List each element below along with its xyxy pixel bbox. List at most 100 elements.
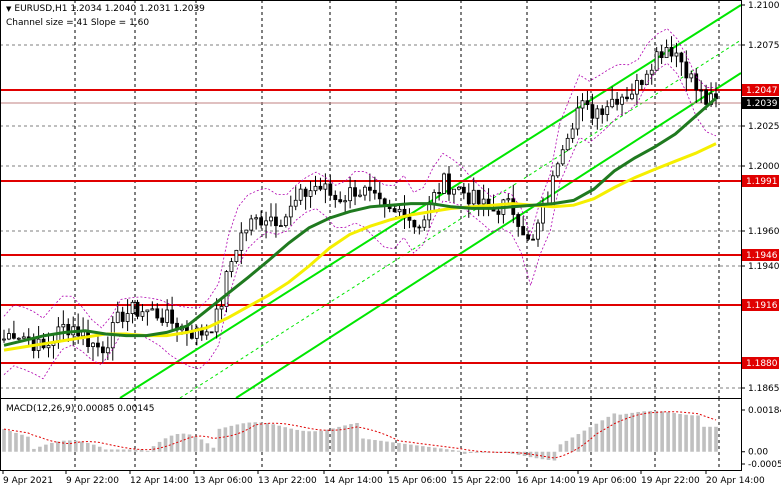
candle-body-112 (555, 163, 560, 177)
macd-bar-1 (8, 430, 12, 452)
level-label-0: 1.2047 (746, 86, 778, 96)
macd-bar-65 (391, 442, 395, 452)
level-label-2: 1.1946 (746, 251, 778, 261)
candle-body-102 (506, 198, 511, 201)
macd-bar-60 (361, 438, 365, 452)
candle-body-77 (382, 198, 387, 206)
macd-bar-77 (462, 451, 467, 454)
time-tick-label-4: 13 Apr 22:00 (258, 476, 317, 486)
channel-mid-line (179, 39, 742, 399)
macd-bar-55 (331, 428, 335, 452)
candle-body-70 (348, 187, 353, 202)
candle-body-133 (659, 51, 664, 59)
grid-lines (0, 0, 741, 470)
regression-channel (119, 4, 742, 399)
macd-bar-10 (62, 440, 66, 452)
macd-bar-113 (678, 413, 682, 452)
candle-body-142 (704, 89, 709, 105)
level-label-bg-4 (742, 357, 779, 369)
macd-bar-86 (516, 451, 521, 455)
candle-body-83 (412, 219, 417, 228)
macd-bar-24 (145, 450, 150, 452)
candle-body-29 (145, 309, 150, 313)
macd-bar-114 (684, 414, 688, 452)
price-tick-label-3: 1.2000 (748, 162, 780, 172)
macd-bar-52 (313, 431, 317, 452)
candle-body-92 (456, 186, 461, 190)
channel-lower-line (235, 72, 742, 399)
macd-bar-74 (444, 449, 449, 452)
candle-body-91 (452, 188, 456, 195)
candle-body-52 (259, 217, 264, 226)
macd-bar-118 (708, 426, 712, 452)
candle-body-137 (679, 52, 684, 63)
macd-bar-71 (427, 446, 431, 452)
candle-body-21 (105, 347, 110, 354)
candle-body-105 (521, 226, 526, 236)
candle-body-56 (278, 225, 283, 227)
collapse-triangle-icon[interactable]: ▼ (6, 5, 12, 13)
macd-bar-54 (325, 429, 329, 452)
candles (2, 36, 718, 363)
macd-bar-95 (570, 437, 575, 452)
macd-panel (2, 410, 718, 461)
macd-bar-90 (540, 451, 545, 460)
macd-bar-45 (271, 424, 276, 452)
macd-bar-13 (79, 441, 84, 452)
candle-body-39 (194, 327, 199, 339)
macd-bar-50 (301, 430, 305, 452)
moving-average-fast (3, 96, 717, 347)
macd-bar-100 (600, 420, 605, 452)
macd-bar-2 (14, 432, 18, 452)
candle-body-115 (570, 128, 575, 139)
symbol-line: EURUSD,H1 1.2034 1.2040 1.2031 1.2039 (14, 4, 205, 14)
candle-body-9 (46, 345, 51, 349)
candle-body-120 (595, 108, 600, 119)
candle-body-18 (91, 342, 95, 347)
macd-bar-53 (319, 430, 323, 452)
candle-body-41 (204, 331, 209, 336)
level-labels: 1.2047 1.1991 1.1946 1.1916 1.1880 1.2039 (742, 84, 779, 369)
candle-body-0 (2, 338, 6, 341)
candle-body-27 (135, 301, 140, 317)
candle-body-26 (130, 301, 135, 314)
macd-bar-12 (73, 440, 78, 452)
macd-bar-62 (373, 440, 377, 452)
candle-body-135 (669, 47, 674, 57)
macd-bar-98 (588, 427, 593, 452)
time-tick-label-8: 16 Apr 14:00 (517, 476, 576, 486)
macd-bar-99 (594, 423, 599, 452)
candle-body-80 (397, 208, 402, 213)
macd-bar-49 (295, 429, 299, 452)
candle-body-117 (580, 100, 585, 109)
level-label-bg-3 (742, 299, 779, 311)
macd-bar-115 (690, 415, 694, 452)
macd-bar-94 (564, 440, 569, 452)
macd-bar-23 (139, 449, 144, 452)
level-label-3: 1.1916 (746, 301, 778, 311)
candle-body-121 (600, 108, 605, 115)
macd-bar-104 (624, 413, 629, 452)
macd-bar-75 (450, 449, 455, 452)
candle-body-90 (447, 173, 451, 195)
macd-bar-51 (307, 431, 311, 452)
macd-signal-line (3, 411, 717, 459)
macd-bar-91 (546, 451, 551, 460)
time-tick-label-6: 15 Apr 06:00 (388, 476, 447, 486)
macd-bar-109 (654, 410, 658, 452)
candle-body-48 (239, 232, 244, 251)
macd-bar-19 (115, 449, 120, 452)
candle-body-47 (234, 249, 239, 263)
candle-body-104 (516, 214, 521, 227)
candle-body-64 (318, 185, 323, 190)
candle-body-51 (254, 217, 259, 220)
time-tick-label-1: 9 Apr 22:00 (66, 476, 119, 486)
candle-body-67 (333, 194, 338, 201)
chart-frames (0, 0, 742, 471)
candle-body-49 (244, 229, 249, 234)
candle-body-33 (165, 309, 170, 323)
channel-upper-line (119, 4, 742, 399)
candle-body-141 (699, 89, 704, 92)
macd-bar-34 (205, 443, 210, 452)
macd-bar-73 (438, 448, 443, 452)
